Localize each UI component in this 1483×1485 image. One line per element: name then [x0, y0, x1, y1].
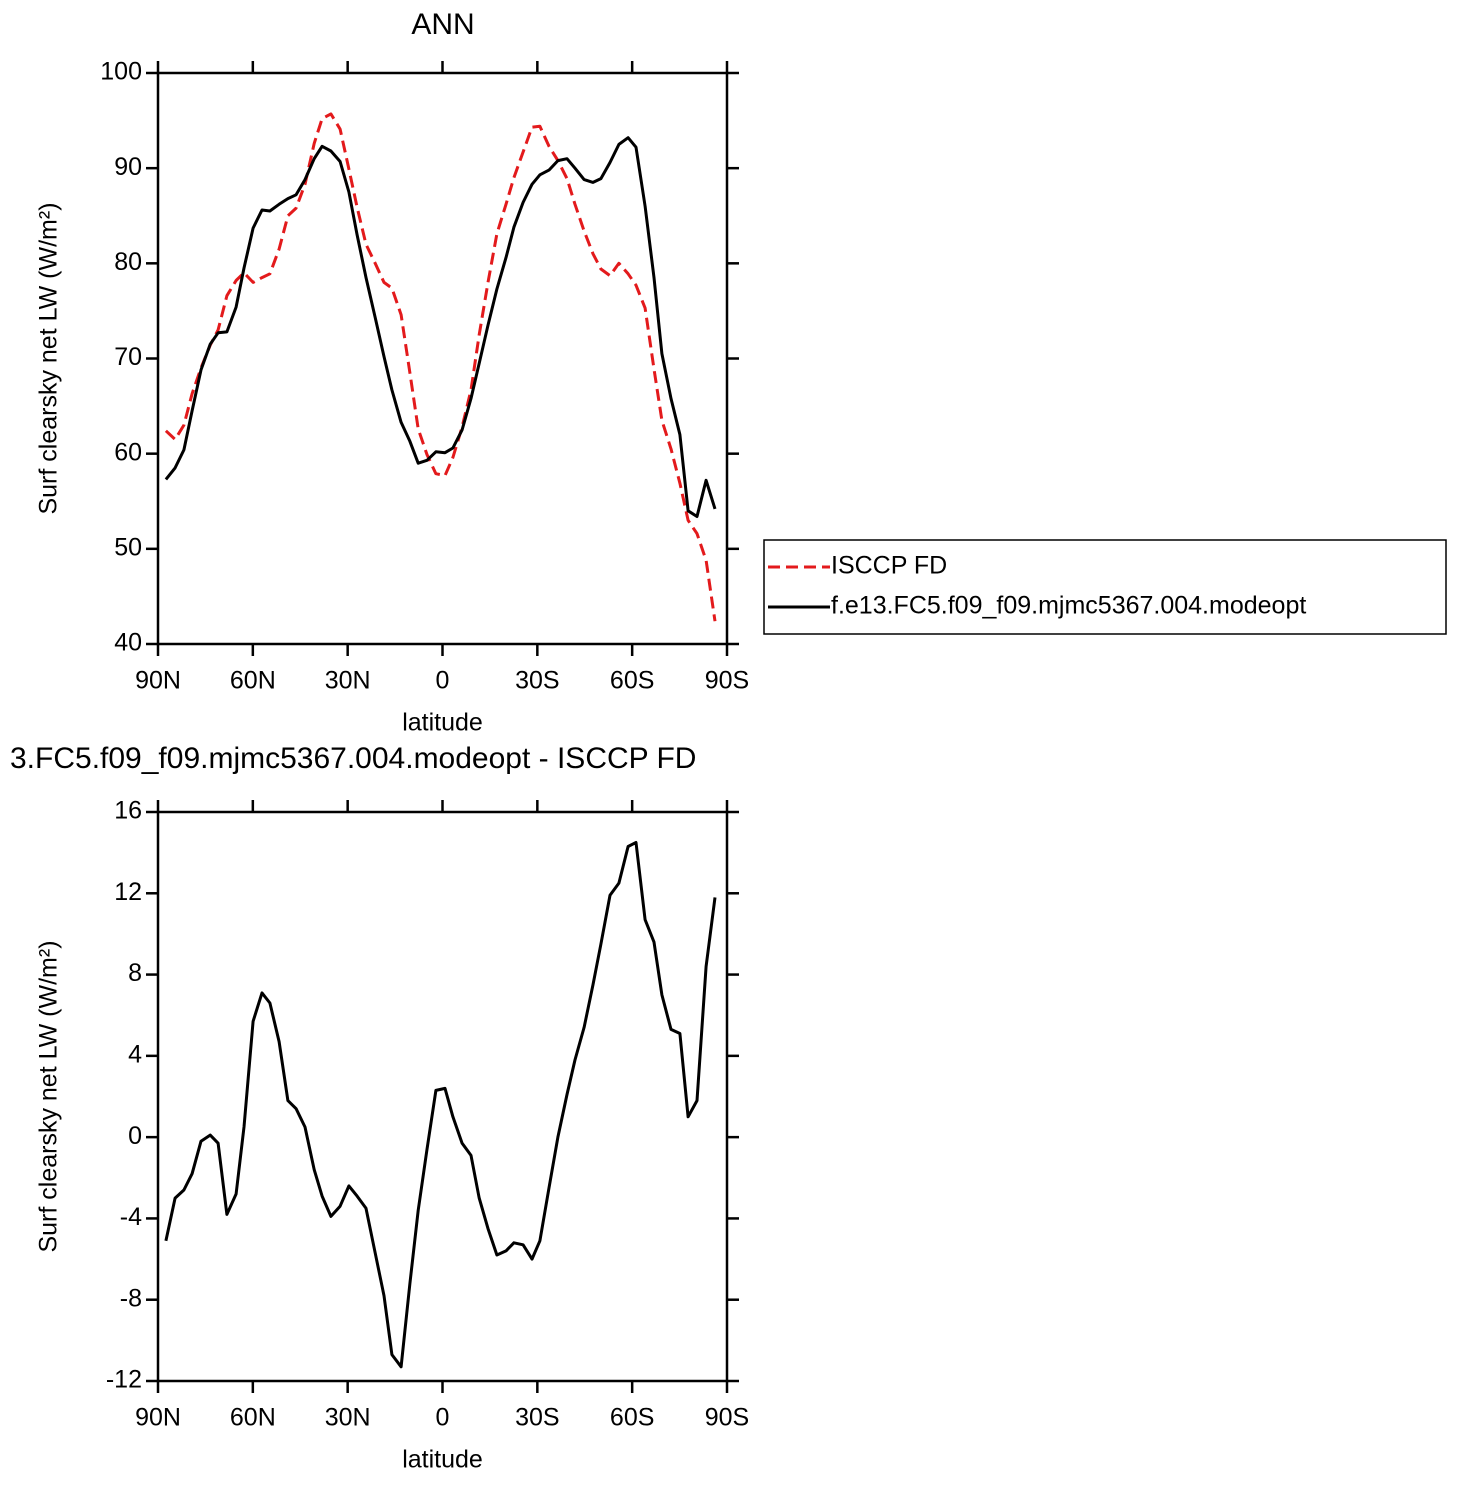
- data-line: [164, 841, 717, 1369]
- y-tick-label: 80: [114, 248, 142, 276]
- x-tick-label: 0: [436, 1404, 450, 1432]
- y-tick-label: 60: [114, 438, 142, 466]
- x-tick-label: 30N: [325, 667, 371, 695]
- y-tick-label: 90: [114, 153, 142, 181]
- x-tick-label: 60S: [610, 1404, 654, 1432]
- y-tick-label: 4: [128, 1040, 142, 1068]
- chart-title: ANN: [411, 8, 474, 41]
- data-line: [164, 136, 717, 518]
- chart-title: 3.FC5.f09_f09.mjmc5367.004.modeopt - ISC…: [10, 742, 696, 775]
- y-tick-label: -4: [120, 1203, 142, 1231]
- legend-label: ISCCP FD: [831, 552, 947, 580]
- legend-box: [763, 539, 1447, 635]
- y-tick-label: -8: [120, 1284, 142, 1312]
- x-tick-label: 90N: [135, 1404, 181, 1432]
- y-tick-label: 12: [114, 878, 142, 906]
- x-tick-label: 90N: [135, 667, 181, 695]
- y-tick-label: 100: [100, 58, 142, 86]
- x-tick-label: 60N: [230, 1404, 276, 1432]
- y-axis-label: Surf clearsky net LW (W/m²): [35, 940, 63, 1252]
- x-tick-label: 90S: [705, 667, 749, 695]
- x-axis-label: latitude: [402, 1446, 483, 1474]
- x-tick-label: 0: [436, 667, 450, 695]
- x-tick-label: 30S: [515, 1404, 559, 1432]
- data-line: [164, 112, 717, 622]
- plot-frame: [156, 71, 729, 646]
- y-tick-label: 8: [128, 959, 142, 987]
- x-tick-label: 30S: [515, 667, 559, 695]
- x-tick-label: 30N: [325, 1404, 371, 1432]
- y-tick-label: 40: [114, 629, 142, 657]
- y-axis-label: Surf clearsky net LW (W/m²): [35, 202, 63, 514]
- x-tick-label: 90S: [705, 1404, 749, 1432]
- y-tick-label: 0: [128, 1122, 142, 1150]
- y-tick-label: -12: [106, 1366, 142, 1394]
- y-tick-label: 50: [114, 533, 142, 561]
- x-tick-label: 60S: [610, 667, 654, 695]
- legend-label: f.e13.FC5.f09_f09.mjmc5367.004.modeopt: [831, 592, 1306, 620]
- x-axis-label: latitude: [402, 709, 483, 737]
- y-tick-label: 16: [114, 797, 142, 825]
- x-tick-label: 60N: [230, 667, 276, 695]
- y-tick-label: 70: [114, 343, 142, 371]
